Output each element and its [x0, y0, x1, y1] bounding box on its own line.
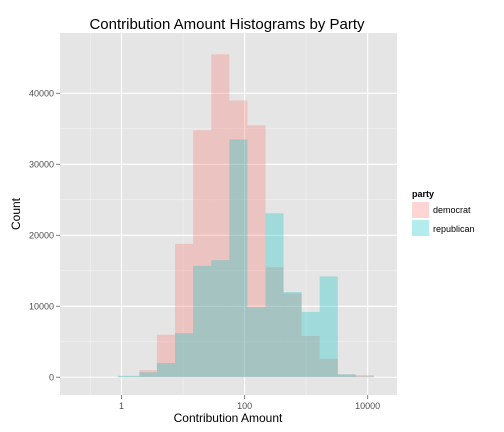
- y-tick-label: 40000: [29, 88, 54, 98]
- republican-bar: [338, 374, 356, 377]
- y-tick-label: 30000: [29, 159, 54, 169]
- x-tick-label: 1: [119, 401, 124, 411]
- legend-key-democrat: [412, 202, 429, 218]
- republican-bar: [211, 260, 229, 377]
- y-axis-title: Count: [9, 197, 23, 230]
- legend-label-republican: republican: [433, 224, 475, 234]
- republican-bar: [356, 377, 374, 378]
- republican-bar: [247, 307, 265, 377]
- y-tick-label: 0: [49, 372, 54, 382]
- legend-label-democrat: democrat: [433, 205, 471, 215]
- x-axis-title: Contribution Amount: [174, 411, 283, 425]
- republican-bar: [302, 312, 320, 377]
- republican-bar: [284, 292, 302, 377]
- y-axis-ticks: 0 10000 20000 30000 40000: [29, 88, 60, 382]
- y-tick-label: 20000: [29, 230, 54, 240]
- republican-bar: [266, 213, 284, 377]
- republican-bar: [229, 139, 247, 377]
- legend-key-republican: [412, 220, 429, 236]
- y-tick-label: 10000: [29, 301, 54, 311]
- legend: party democrat republican: [412, 189, 475, 236]
- republican-bar: [175, 333, 193, 377]
- x-tick-label: 10000: [355, 401, 380, 411]
- legend-title: party: [412, 189, 434, 199]
- republican-bar: [320, 276, 338, 377]
- x-tick-label: 100: [237, 401, 252, 411]
- republican-bar: [157, 363, 175, 377]
- x-axis-ticks: 1 100 10000: [119, 395, 380, 411]
- republican-bar: [118, 376, 140, 377]
- republican-bar: [193, 266, 211, 377]
- republican-bar: [139, 372, 156, 377]
- chart-title: Contribution Amount Histograms by Party: [89, 16, 365, 33]
